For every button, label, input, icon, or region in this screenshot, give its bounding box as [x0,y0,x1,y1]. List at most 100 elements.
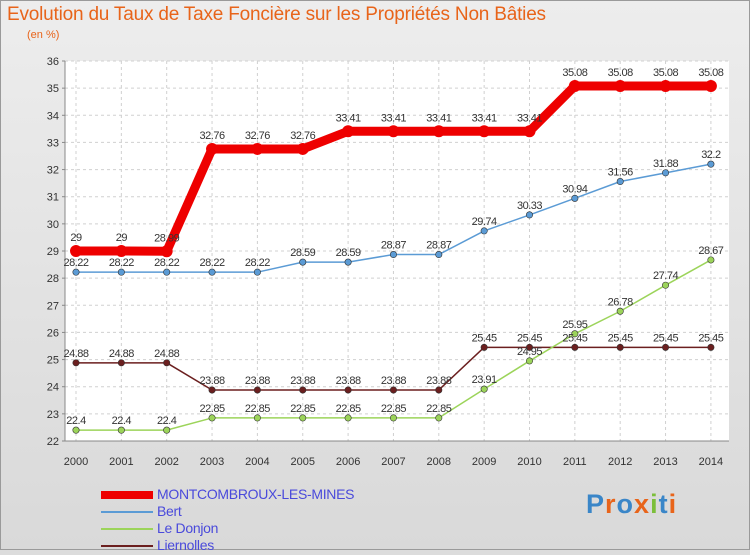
data-point [662,281,670,289]
data-label: 35.08 [698,67,723,79]
data-label: 28.22 [63,257,88,269]
data-label: 22.85 [200,403,225,415]
data-label: 28.59 [336,247,361,259]
legend-swatch [101,511,153,513]
logo-letter: x [634,489,651,519]
legend-label: MONTCOMBROUX-LES-MINES [157,486,355,502]
data-label: 22.4 [66,415,86,427]
data-label: 28.99 [154,232,179,244]
data-label: 24.88 [154,348,179,360]
x-tick-label: 2007 [381,456,405,468]
logo-letter: i [650,489,659,519]
data-label: 22.85 [245,403,270,415]
data-point [568,79,581,92]
data-label: 28.67 [698,245,723,257]
x-tick-label: 2008 [427,456,451,468]
data-point [389,414,397,422]
data-label: 33.41 [336,112,361,124]
data-point [478,125,491,138]
data-label: 22.4 [157,415,177,427]
logo-letter: t [658,489,669,519]
logo-letter: o [616,489,635,519]
data-label: 23.88 [245,375,270,387]
legend-swatch [101,528,153,530]
logo-letter: i [668,489,678,519]
data-point [70,245,82,257]
y-tick-label: 30 [47,219,59,231]
x-tick-label: 2006 [336,456,360,468]
y-tick-label: 28 [47,273,59,285]
y-tick-label: 35 [47,83,59,95]
y-tick-label: 36 [47,56,59,68]
data-label: 31.56 [608,167,633,179]
logo-letter: r [605,489,617,519]
x-tick-label: 2009 [472,456,496,468]
data-point [253,414,261,422]
data-point [389,251,397,259]
data-label: 35.08 [653,67,678,79]
data-label: 35.08 [562,67,587,79]
data-point [344,258,352,266]
data-point [251,142,264,155]
x-tick-label: 2004 [245,456,269,468]
data-point [72,426,80,434]
data-point [299,258,307,266]
data-point [662,169,670,177]
data-label: 32.76 [200,130,225,142]
data-point [253,268,261,276]
y-tick-label: 29 [47,246,59,258]
data-point [117,359,125,367]
data-point [659,79,672,92]
data-label: 24.88 [109,348,134,360]
y-tick-label: 26 [47,327,59,339]
data-label: 28.22 [154,257,179,269]
data-label: 22.85 [426,403,451,415]
x-tick-label: 2012 [608,456,632,468]
data-label: 25.45 [472,332,497,344]
data-point [389,386,397,394]
data-label: 28.22 [200,257,225,269]
series-group [70,79,717,434]
data-point [299,386,307,394]
data-label: 22.85 [381,403,406,415]
data-point [707,160,715,168]
data-label: 29.74 [472,216,497,228]
chart-title: Evolution du Taux de Taxe Foncière sur l… [7,4,546,25]
data-label: 29 [116,232,128,244]
data-label: 35.08 [608,67,633,79]
data-label: 25.45 [608,332,633,344]
data-label: 22.85 [290,403,315,415]
data-point [117,426,125,434]
data-point [435,251,443,259]
data-point [525,211,533,219]
data-label: 23.88 [290,375,315,387]
data-label: 33.41 [381,112,406,124]
data-label: 25.45 [698,332,723,344]
data-point [206,142,219,155]
legend-label: Bert [157,503,182,519]
data-label: 23.88 [336,375,361,387]
data-point [707,343,715,351]
data-point [616,178,624,186]
data-point [571,194,579,202]
data-point [435,386,443,394]
data-label: 26.78 [608,296,633,308]
data-label: 25.45 [562,332,587,344]
y-tick-label: 24 [47,382,59,394]
data-point [525,343,533,351]
data-label: 33.41 [517,112,542,124]
data-point [163,268,171,276]
data-label: 32.2 [701,149,721,161]
data-label: 31.88 [653,158,678,170]
y-tick-label: 32 [47,165,59,177]
data-label: 23.88 [200,375,225,387]
data-point [344,414,352,422]
data-label: 28.87 [381,240,406,252]
legend-swatch [101,545,153,547]
data-label: 28.59 [290,247,315,259]
unit-label: (en %) [27,29,60,41]
data-point [72,268,80,276]
data-point [662,343,670,351]
data-point [571,330,579,338]
data-label: 30.33 [517,200,542,212]
